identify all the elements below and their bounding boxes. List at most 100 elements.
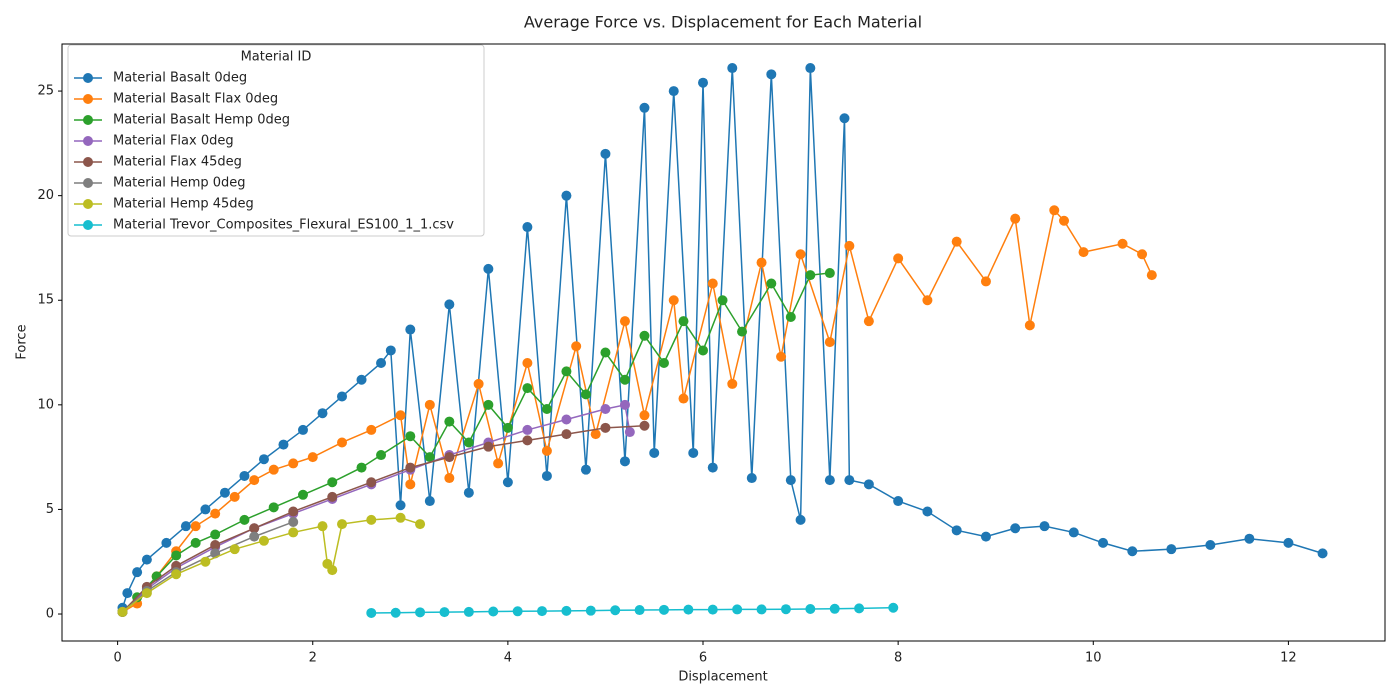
data-point: [1068, 527, 1079, 538]
data-point: [619, 374, 630, 385]
data-point: [171, 550, 182, 561]
data-point: [863, 316, 874, 327]
data-point: [824, 475, 835, 486]
data-point: [190, 521, 201, 532]
data-point: [668, 86, 679, 97]
data-point: [717, 295, 728, 306]
data-point: [580, 389, 591, 400]
legend-label: Material Basalt Flax 0deg: [113, 92, 278, 107]
data-point: [658, 604, 669, 615]
data-point: [219, 487, 230, 498]
legend-marker: [83, 136, 93, 146]
data-point: [180, 521, 191, 532]
data-point: [541, 470, 552, 481]
data-point: [805, 603, 816, 614]
data-point: [229, 491, 240, 502]
data-point: [668, 295, 679, 306]
legend-marker: [83, 178, 93, 188]
legend-label: Material Flax 0deg: [113, 134, 234, 149]
data-point: [1146, 270, 1157, 281]
data-point: [190, 537, 201, 548]
x-tick-label: 0: [113, 651, 121, 666]
data-point: [493, 458, 504, 469]
data-point: [1024, 320, 1035, 331]
data-point: [678, 393, 689, 404]
data-point: [210, 539, 221, 550]
x-tick-label: 2: [309, 651, 317, 666]
data-point: [405, 479, 416, 490]
data-point: [1059, 215, 1070, 226]
legend-label: Material Basalt 0deg: [113, 71, 247, 86]
data-point: [268, 464, 279, 475]
legend-title: Material ID: [241, 50, 312, 65]
data-point: [444, 473, 455, 484]
data-point: [288, 458, 299, 469]
data-point: [707, 462, 718, 473]
data-point: [132, 567, 143, 578]
legend-label: Material Basalt Hemp 0deg: [113, 113, 290, 128]
data-point: [366, 514, 377, 525]
x-tick-label: 8: [894, 651, 902, 666]
data-point: [200, 504, 211, 515]
data-point: [1244, 533, 1255, 544]
data-point: [395, 410, 406, 421]
series-line: [121, 272, 830, 613]
data-point: [561, 190, 572, 201]
data-point: [415, 519, 426, 530]
data-point: [1098, 537, 1109, 548]
data-point: [580, 464, 591, 475]
data-point: [117, 606, 128, 617]
series: [117, 399, 635, 617]
data-point: [366, 477, 377, 488]
data-point: [678, 316, 689, 327]
data-point: [785, 311, 796, 322]
data-point: [337, 437, 348, 448]
data-point: [327, 477, 338, 488]
data-point: [619, 456, 630, 467]
data-point: [854, 603, 865, 614]
legend-marker: [83, 220, 93, 230]
data-point: [951, 236, 962, 247]
data-point: [707, 604, 718, 615]
data-point: [600, 148, 611, 159]
data-point: [483, 441, 494, 452]
data-point: [239, 514, 250, 525]
legend-label: Material Trevor_Composites_Flexural_ES10…: [113, 218, 454, 233]
data-point: [1205, 539, 1216, 550]
data-point: [210, 508, 221, 519]
data-point: [1049, 205, 1060, 216]
data-point: [249, 475, 260, 486]
data-point: [405, 462, 416, 473]
x-tick-label: 12: [1280, 651, 1297, 666]
data-point: [424, 496, 435, 507]
data-point: [561, 429, 572, 440]
data-point: [780, 604, 791, 615]
data-point: [288, 516, 299, 527]
x-tick-label: 6: [699, 651, 707, 666]
x-tick-label: 10: [1085, 651, 1102, 666]
data-point: [522, 222, 533, 233]
data-point: [444, 452, 455, 463]
y-tick-label: 20: [37, 188, 54, 203]
data-point: [522, 383, 533, 394]
data-point: [395, 500, 406, 511]
data-point: [1137, 249, 1148, 260]
data-point: [732, 604, 743, 615]
data-point: [634, 605, 645, 616]
data-point: [980, 531, 991, 542]
data-point: [698, 77, 709, 88]
data-point: [512, 606, 523, 617]
data-point: [463, 437, 474, 448]
data-point: [698, 345, 709, 356]
data-point: [600, 404, 611, 415]
series: [117, 268, 835, 617]
data-point: [356, 462, 367, 473]
series: [117, 205, 1157, 617]
data-point: [824, 268, 835, 279]
chart-title: Average Force vs. Displacement for Each …: [524, 13, 922, 32]
data-point: [585, 605, 596, 616]
data-point: [737, 326, 748, 337]
data-point: [473, 378, 484, 389]
data-point: [1117, 238, 1128, 249]
